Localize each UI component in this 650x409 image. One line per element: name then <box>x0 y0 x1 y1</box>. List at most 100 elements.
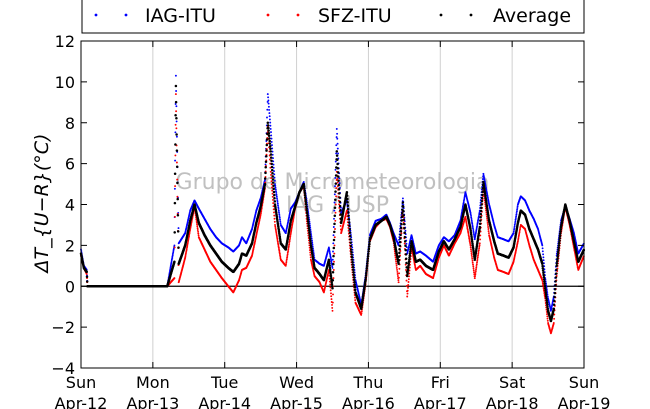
data-point <box>285 263 287 266</box>
data-point <box>474 271 477 274</box>
data-point <box>477 254 479 257</box>
data-point <box>394 258 397 261</box>
data-point <box>472 269 475 272</box>
data-point <box>476 221 479 224</box>
data-point <box>478 247 481 250</box>
data-point <box>270 180 273 183</box>
data-point <box>407 286 409 289</box>
data-point <box>474 273 477 276</box>
data-point <box>487 228 490 230</box>
data-point <box>273 179 276 182</box>
data-point <box>277 204 279 207</box>
data-point <box>302 185 306 188</box>
data-point <box>174 154 177 157</box>
data-point <box>309 253 312 256</box>
data-point <box>338 182 341 185</box>
data-point <box>174 131 177 134</box>
data-point <box>472 263 474 266</box>
data-point <box>266 93 269 96</box>
data-point <box>336 147 339 150</box>
data-point <box>471 257 474 260</box>
series-layer <box>79 74 586 335</box>
data-point <box>546 319 549 322</box>
data-point <box>329 253 332 256</box>
data-point <box>175 127 178 130</box>
data-point <box>175 105 178 108</box>
data-point <box>487 226 490 228</box>
data-point <box>360 310 363 313</box>
data-point <box>85 273 88 275</box>
data-point <box>271 178 275 181</box>
data-point <box>265 138 269 141</box>
data-point <box>397 279 400 282</box>
data-point <box>287 246 290 249</box>
data-point <box>274 188 277 191</box>
data-point <box>542 256 545 259</box>
data-point <box>307 222 310 225</box>
data-point <box>173 246 176 249</box>
data-point <box>287 248 290 251</box>
data-point <box>287 250 290 253</box>
data-point <box>470 250 473 253</box>
data-point <box>472 265 475 268</box>
data-point <box>487 230 490 233</box>
data-point <box>331 266 334 269</box>
data-point <box>289 233 292 236</box>
data-point <box>269 124 272 127</box>
data-point <box>171 255 174 258</box>
data-point <box>475 226 478 229</box>
data-point <box>272 208 275 211</box>
data-point <box>332 268 335 271</box>
data-point <box>331 287 334 290</box>
data-point <box>474 275 476 278</box>
data-point <box>478 242 481 245</box>
data-point <box>514 218 517 221</box>
data-point <box>279 222 282 225</box>
data-point <box>482 172 485 175</box>
data-point <box>512 230 515 233</box>
data-point <box>264 160 268 164</box>
data-point <box>471 255 473 258</box>
data-point <box>474 234 477 236</box>
data-point <box>336 137 339 140</box>
data-point <box>476 256 479 259</box>
data-point <box>173 187 176 190</box>
data-point <box>272 166 275 169</box>
data-point <box>396 270 399 273</box>
data-point <box>288 243 291 246</box>
data-point <box>309 256 312 259</box>
data-point <box>273 176 276 179</box>
data-point <box>473 238 476 241</box>
data-point <box>265 154 268 158</box>
data-point <box>272 163 275 166</box>
data-point <box>512 232 515 235</box>
data-point <box>270 131 272 134</box>
data-point <box>270 140 273 143</box>
data-point <box>331 303 333 306</box>
data-point <box>172 248 175 251</box>
data-point <box>475 268 477 271</box>
data-point <box>303 189 306 193</box>
data-point <box>474 232 477 235</box>
data-point <box>470 254 473 256</box>
data-point <box>332 250 334 253</box>
data-point <box>266 124 270 127</box>
data-point <box>470 248 472 251</box>
data-point <box>395 262 398 265</box>
data-point <box>303 193 307 197</box>
data-point <box>275 190 277 193</box>
data-point <box>173 260 176 263</box>
data-point <box>354 296 356 299</box>
data-point <box>306 215 309 219</box>
data-point <box>306 218 310 221</box>
data-point <box>332 277 335 280</box>
data-point <box>471 261 474 264</box>
data-point <box>267 96 270 99</box>
data-point <box>478 211 481 214</box>
data-point <box>271 171 274 175</box>
data-point <box>196 223 199 226</box>
data-point <box>174 123 177 126</box>
data-point <box>173 231 176 234</box>
data-point <box>332 234 335 237</box>
data-point <box>461 207 464 209</box>
